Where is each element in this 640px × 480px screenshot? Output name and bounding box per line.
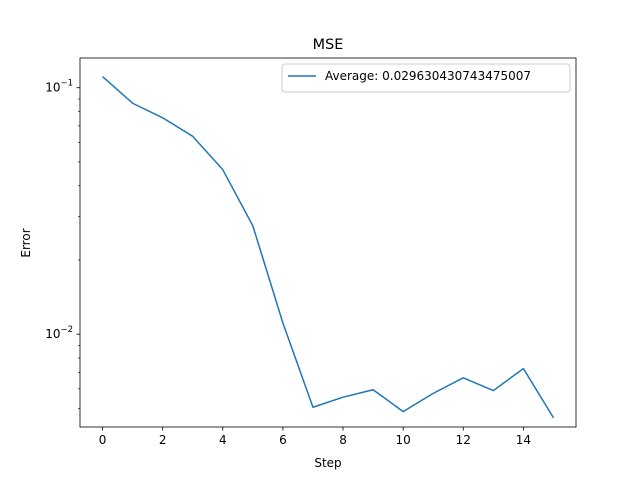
data-point — [282, 322, 284, 324]
chart-title: MSE — [313, 37, 344, 53]
data-point — [101, 75, 103, 77]
plot-area — [101, 75, 555, 419]
data-point — [492, 389, 494, 391]
x-tick-label: 12 — [456, 433, 471, 447]
x-axis: 0 2 4 6 8 10 12 14 — [99, 427, 531, 447]
legend-label: Average: 0.029630430743475007 — [325, 69, 531, 83]
data-point — [522, 367, 524, 369]
x-axis-label: Step — [314, 456, 341, 470]
data-point — [222, 168, 224, 170]
data-point — [192, 135, 194, 137]
plot-frame — [79, 57, 577, 428]
y-axis-label: Error — [19, 228, 33, 257]
data-point — [131, 102, 133, 104]
y-tick-label: 10−1 — [45, 79, 73, 95]
x-tick-label: 4 — [219, 433, 227, 447]
x-tick-label: 2 — [159, 433, 167, 447]
x-tick-label: 14 — [516, 433, 531, 447]
y-axis: 10−1 10−2 — [45, 79, 80, 409]
x-tick-label: 0 — [99, 433, 107, 447]
data-point — [432, 392, 434, 394]
data-point — [342, 396, 344, 398]
data-point — [372, 389, 374, 391]
data-point — [312, 406, 314, 408]
x-tick-label: 6 — [279, 433, 287, 447]
y-tick-label: 10−2 — [45, 325, 73, 341]
data-point — [161, 117, 163, 119]
x-tick-label: 8 — [339, 433, 347, 447]
legend: Average: 0.029630430743475007 — [281, 63, 571, 93]
series-line — [102, 75, 555, 419]
legend-box — [281, 63, 571, 93]
x-tick-label: 10 — [396, 433, 411, 447]
data-point — [462, 377, 464, 379]
data-point — [402, 410, 404, 412]
data-point — [252, 225, 254, 227]
data-point — [552, 417, 554, 419]
